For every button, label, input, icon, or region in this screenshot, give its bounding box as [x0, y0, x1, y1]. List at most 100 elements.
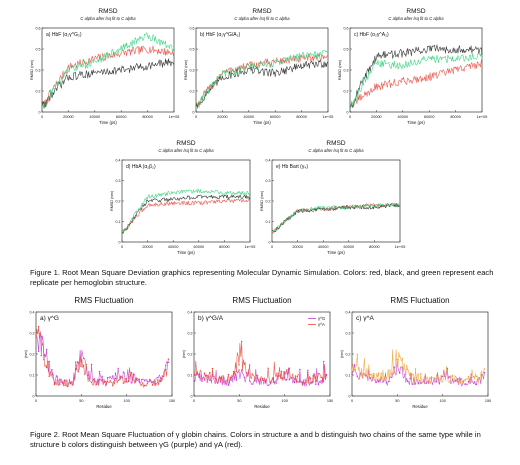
rmsf-panel-a: RMS Fluctuation 0 50 100 150 0 0.1 0.2 0.3 0.4 Res… [22, 294, 178, 416]
series-point-purple [457, 378, 459, 380]
series-point-purple [219, 381, 222, 383]
y-axis-label: (nm) [182, 349, 186, 358]
x-tick-label: 20000 [371, 115, 382, 119]
series-point-red [209, 371, 211, 374]
series-point-red [222, 375, 224, 377]
x-tick-label: 60000 [424, 115, 435, 119]
series-point-purple [436, 381, 438, 383]
y-tick-label: 0.2 [30, 352, 35, 356]
series-point-red [93, 378, 95, 380]
figure-2-caption: Figure 2. Root Mean Square Fluctuation o… [30, 430, 481, 449]
series-point-purple [201, 380, 203, 383]
series-point-purple [106, 377, 109, 379]
series-point-red [233, 371, 235, 373]
series-point-purple [417, 383, 419, 385]
series-point-purple [483, 371, 486, 374]
series-point-purple [149, 378, 151, 381]
x-tick-label: 60000 [194, 245, 205, 249]
series-point-purple [299, 368, 301, 371]
x-tick-label: 150 [485, 399, 491, 403]
series-point-purple [98, 370, 101, 373]
series-point-red [75, 361, 77, 363]
series-point-purple [112, 375, 114, 377]
y-tick-label: 0.2 [344, 89, 349, 93]
series-point-red [112, 385, 114, 387]
rmsf-panel-c: RMS Fluctuation 0 50 100 150 0 0.1 0.2 0.3 0.4 Res… [338, 294, 494, 416]
series-point-orange [391, 373, 393, 375]
series-point-orange [412, 373, 414, 376]
series-point-orange [383, 379, 385, 381]
y-tick-label: 0.6 [190, 26, 195, 30]
x-tick-label: 0 [271, 245, 273, 249]
series-point-orange [385, 377, 388, 379]
x-tick-label: 1e+05 [395, 245, 406, 249]
series-point-red [243, 363, 245, 365]
x-tick-label: 20000 [217, 115, 228, 119]
x-tick-label: 40000 [398, 115, 409, 119]
x-tick-label: 60000 [116, 115, 127, 119]
series-point-purple [351, 373, 353, 375]
series-point-orange [425, 381, 427, 383]
series-point-purple [209, 379, 211, 382]
series-point-red [40, 335, 42, 337]
panel-label: c) HbF (α₂γ^A₂) [354, 32, 389, 38]
x-tick-label: 150 [169, 399, 175, 403]
series-point-purple [412, 383, 414, 385]
series-point-purple [214, 382, 216, 384]
y-tick-label: 0.2 [188, 352, 193, 356]
y-tick-label: 0.3 [188, 331, 193, 335]
series-point-red [219, 377, 222, 379]
series-point-orange [462, 381, 464, 384]
series-point-purple [230, 379, 232, 381]
chart-title: RMS Fluctuation [74, 296, 133, 305]
series-point-orange [399, 355, 401, 357]
series-point-red [64, 384, 66, 387]
series-point-purple [243, 376, 245, 379]
series-point-orange [414, 368, 417, 370]
rmsd-panel-a: RMSD C alpha after lsq fit to C alpha 0 200… [28, 6, 180, 132]
series-point-red [246, 372, 248, 374]
series-point-red [278, 373, 280, 375]
series-point-purple [353, 364, 356, 366]
series-point-red [238, 364, 240, 366]
series-point-red [323, 360, 325, 363]
series-point-red [72, 383, 74, 385]
series-point-purple [473, 382, 475, 384]
series-point-purple [383, 380, 385, 382]
x-tick-label: 80000 [142, 115, 153, 119]
chart-title: RMSD [98, 8, 117, 15]
series-point-purple [40, 354, 42, 357]
series-point-red [254, 380, 256, 382]
y-tick-label: 0.1 [266, 220, 271, 224]
y-axis-label: RMSD (nm) [260, 190, 264, 211]
series-point-purple [77, 362, 80, 364]
series-point-purple [225, 382, 227, 384]
series-line-black [121, 194, 251, 234]
series-point-red [256, 375, 259, 377]
series-point-orange [433, 378, 435, 380]
series-point-red [201, 378, 203, 380]
x-tick-label: 1e+05 [477, 115, 488, 119]
series-point-orange [457, 381, 459, 383]
y-tick-label: 0.2 [346, 352, 351, 356]
series-point-red [43, 354, 45, 356]
series-point-purple [159, 377, 162, 379]
x-axis-label: Time (ps) [407, 120, 425, 125]
series-point-orange [422, 379, 425, 381]
series-line-green [41, 32, 175, 109]
panel-label: a) HbF (α₂γ^G₂) [46, 32, 82, 38]
series-point-red [214, 377, 216, 380]
series-point-red [162, 375, 164, 377]
series-point-red [69, 382, 72, 385]
x-tick-label: 50 [79, 399, 83, 403]
rmsd-panel-e: RMSD C alpha after lsq fit to C alpha 0 200… [258, 138, 406, 262]
chart-title: RMSD [406, 8, 425, 15]
x-tick-label: 100 [439, 399, 445, 403]
series-point-red [275, 375, 277, 377]
series-point-purple [227, 384, 230, 386]
panel-label: a) γ^G [40, 315, 59, 322]
series-point-red [56, 379, 58, 381]
y-tick-label: 0.4 [266, 158, 271, 162]
y-axis-label: RMSD (nm) [110, 190, 114, 211]
